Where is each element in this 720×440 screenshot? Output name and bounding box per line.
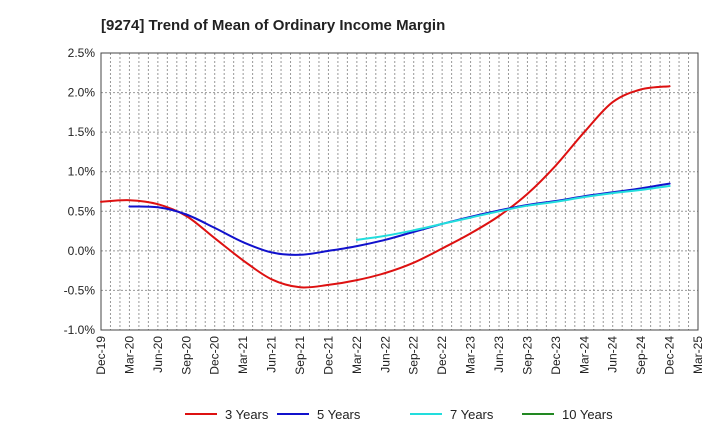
x-tick-label: Mar-21 (236, 336, 250, 374)
y-tick-label: 0.0% (68, 244, 96, 258)
legend-label-3-years: 3 Years (225, 407, 269, 422)
plot-area (100, 52, 699, 331)
x-tick-label: Mar-20 (122, 336, 136, 374)
x-tick-label: Sep-20 (179, 336, 193, 375)
x-tick-label: Jun-22 (378, 336, 392, 373)
x-tick-label: Jun-21 (265, 336, 279, 373)
series-line-3-years (100, 85, 671, 289)
x-axis: Dec-19 Mar-20 Jun-20 Sep-20 Dec-20 Mar-21 Jun-… (94, 336, 705, 375)
chart-title: [9274] Trend of Mean of Ordinary Income … (101, 17, 445, 34)
x-tick-label: Sep-24 (634, 336, 648, 375)
x-tick-label: Dec-20 (208, 336, 222, 375)
x-tick-label: Jun-24 (606, 336, 620, 373)
x-tick-label: Jun-23 (492, 336, 506, 373)
x-tick-label: Dec-24 (663, 336, 677, 375)
x-tick-label: Sep-23 (520, 336, 534, 375)
y-axis: 2.5% 2.0% 1.5% 1.0% 0.5% 0.0% -0.5% -1.0% (64, 46, 96, 337)
y-tick-label: 2.0% (68, 86, 96, 100)
x-tick-label: Mar-22 (350, 336, 364, 374)
y-tick-label: 1.0% (68, 165, 96, 179)
x-tick-label: Jun-20 (151, 336, 165, 373)
x-tick-label: Mar-23 (464, 336, 478, 374)
x-tick-label: Sep-21 (293, 336, 307, 375)
legend-label-10-years: 10 Years (562, 407, 613, 422)
y-tick-label: 2.5% (68, 46, 96, 60)
x-tick-label: Mar-24 (577, 336, 591, 374)
legend-label-5-years: 5 Years (317, 407, 361, 422)
series-line-5-years (128, 182, 671, 256)
series-line-7-years (355, 185, 671, 241)
y-tick-label: -1.0% (64, 323, 96, 337)
x-tick-label: Dec-23 (549, 336, 563, 375)
y-tick-label: 0.5% (68, 204, 96, 218)
x-tick-label: Dec-21 (321, 336, 335, 375)
x-tick-label: Dec-19 (94, 336, 108, 375)
grid (100, 52, 699, 331)
legend-label-7-years: 7 Years (450, 407, 494, 422)
x-tick-label: Mar-25 (691, 336, 705, 374)
y-tick-label: 1.5% (68, 125, 96, 139)
legend: 3 Years 5 Years 7 Years 10 Years (185, 407, 613, 422)
x-tick-label: Dec-22 (435, 336, 449, 375)
x-tick-label: Sep-22 (407, 336, 421, 375)
y-tick-label: -0.5% (64, 283, 96, 297)
series-lines (100, 85, 671, 289)
